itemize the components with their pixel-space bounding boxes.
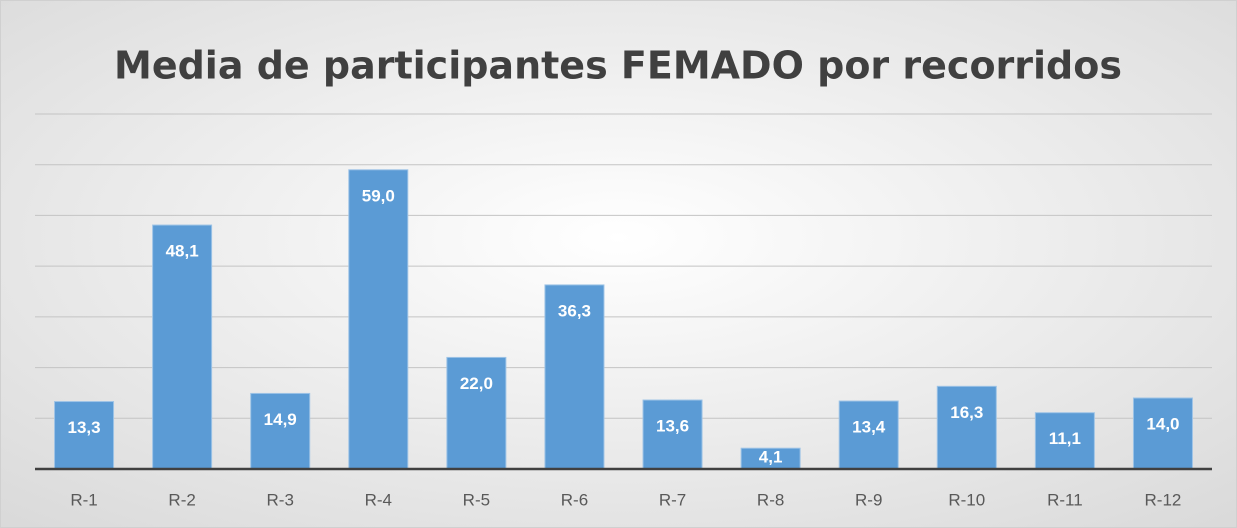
data-label: 13,3 [67, 418, 100, 437]
x-tick-label: R-7 [659, 490, 686, 509]
x-tick-label: R-6 [561, 490, 588, 509]
data-label: 11,1 [1049, 429, 1081, 448]
chart-title: Media de participantes FEMADO por recorr… [114, 44, 1122, 88]
bar [936, 385, 997, 470]
x-tick-label: R-4 [365, 490, 392, 509]
data-label: 48,1 [166, 242, 199, 261]
x-tick-label: R-2 [168, 490, 195, 509]
data-label: 59,0 [362, 186, 395, 205]
data-label: 16,3 [950, 403, 983, 422]
data-label: 14,9 [264, 410, 297, 429]
x-tick-label: R-11 [1047, 490, 1083, 509]
x-tick-label: R-3 [267, 490, 294, 509]
data-label: 22,0 [460, 374, 493, 393]
x-tick-label: R-5 [463, 490, 490, 509]
data-label: 4,1 [759, 447, 783, 466]
x-tick-label: R-10 [948, 490, 985, 509]
bar [1132, 397, 1193, 470]
bar [1034, 412, 1095, 470]
x-tick-label: R-1 [70, 490, 97, 509]
x-tick-label: R-9 [855, 490, 882, 509]
data-label: 13,6 [656, 417, 689, 436]
x-tick-label: R-8 [757, 490, 784, 509]
data-label: 14,0 [1146, 414, 1179, 433]
bar [152, 224, 213, 470]
x-tick-label: R-12 [1145, 490, 1182, 509]
bar [250, 392, 311, 470]
data-label: 13,4 [852, 418, 886, 437]
bar [544, 284, 605, 470]
data-label: 36,3 [558, 301, 591, 320]
bar [642, 399, 703, 470]
bar [348, 169, 409, 470]
bar [54, 401, 115, 470]
bar [838, 400, 899, 470]
bar [446, 356, 507, 470]
